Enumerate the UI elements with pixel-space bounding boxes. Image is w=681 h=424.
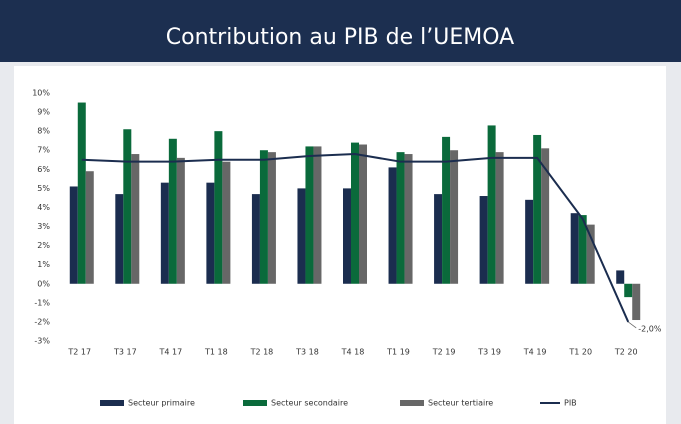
x-tick-label: T1 20 [568, 348, 592, 357]
y-tick-label: 6% [37, 165, 50, 174]
header [0, 0, 681, 62]
y-tick-label: 3% [37, 222, 50, 231]
x-tick-label: T4 19 [523, 348, 547, 357]
x-tick-label: T2 20 [614, 348, 638, 357]
x-tick-label: T3 19 [477, 348, 501, 357]
bar [69, 186, 78, 284]
bar [624, 283, 633, 298]
x-tick-label: T4 17 [158, 348, 182, 357]
x-tick-label: T1 18 [204, 348, 228, 357]
bar [533, 134, 542, 284]
bar [131, 154, 140, 284]
bar [297, 188, 306, 284]
bar [77, 102, 86, 284]
bar [396, 152, 405, 284]
bar [222, 161, 231, 284]
bar [313, 146, 322, 284]
legend-swatch [243, 400, 267, 406]
bar [214, 131, 223, 284]
bar [206, 182, 215, 284]
bar [450, 150, 459, 284]
bar [267, 152, 276, 284]
bar [570, 213, 579, 284]
data-label: -2,0% [638, 324, 662, 333]
bar [586, 224, 595, 284]
legend-swatch [400, 400, 424, 406]
y-tick-label: 8% [37, 127, 50, 136]
bar [487, 125, 496, 284]
label-leader [628, 321, 637, 329]
x-tick-label: T3 17 [113, 348, 137, 357]
line [81, 153, 630, 323]
bar [388, 167, 397, 284]
x-tick-label: T2 18 [250, 348, 274, 357]
bar [176, 157, 185, 284]
y-tick-label: 7% [37, 146, 50, 155]
chart-title: Contribution au PIB de l’UEMOA [166, 25, 514, 50]
legend-label: Secteur tertiaire [428, 399, 493, 408]
bar [343, 188, 351, 284]
x-tick-label: T1 19 [386, 348, 410, 357]
bar [479, 196, 488, 284]
y-tick-label: 1% [37, 260, 50, 269]
bar [404, 154, 413, 284]
bar [351, 142, 359, 284]
bar [632, 283, 641, 321]
bar [578, 215, 587, 284]
bar [616, 270, 625, 284]
x-tick-label: T3 18 [295, 348, 319, 357]
bar [442, 136, 451, 284]
bar [495, 152, 504, 284]
panel [14, 66, 666, 424]
bar [525, 199, 534, 284]
x-tick-label: T2 17 [67, 348, 91, 357]
y-tick-label: 5% [37, 184, 50, 193]
y-tick-label: 4% [37, 203, 50, 212]
bar [168, 138, 177, 284]
bar [259, 150, 268, 284]
bar [434, 194, 443, 284]
x-tick-label: T4 18 [341, 348, 365, 357]
bar [251, 194, 260, 284]
y-tick-label: 2% [37, 241, 50, 250]
legend-swatch [100, 400, 124, 406]
bar [123, 129, 132, 284]
bar [160, 182, 169, 284]
legend-label: PIB [564, 399, 577, 408]
bar [85, 171, 94, 284]
bar [305, 146, 314, 284]
x-tick-label: T2 19 [432, 348, 456, 357]
bar [359, 144, 367, 284]
y-tick-label: -1% [34, 298, 50, 307]
y-tick-label: -2% [34, 317, 50, 326]
y-tick-label: -3% [34, 337, 50, 346]
y-tick-label: 10% [32, 89, 50, 98]
y-tick-label: 0% [37, 279, 50, 288]
y-tick-label: 9% [37, 108, 50, 117]
legend-label: Secteur secondaire [271, 399, 348, 408]
legend-label: Secteur primaire [128, 399, 195, 408]
bar [115, 194, 124, 284]
bar [541, 148, 550, 284]
